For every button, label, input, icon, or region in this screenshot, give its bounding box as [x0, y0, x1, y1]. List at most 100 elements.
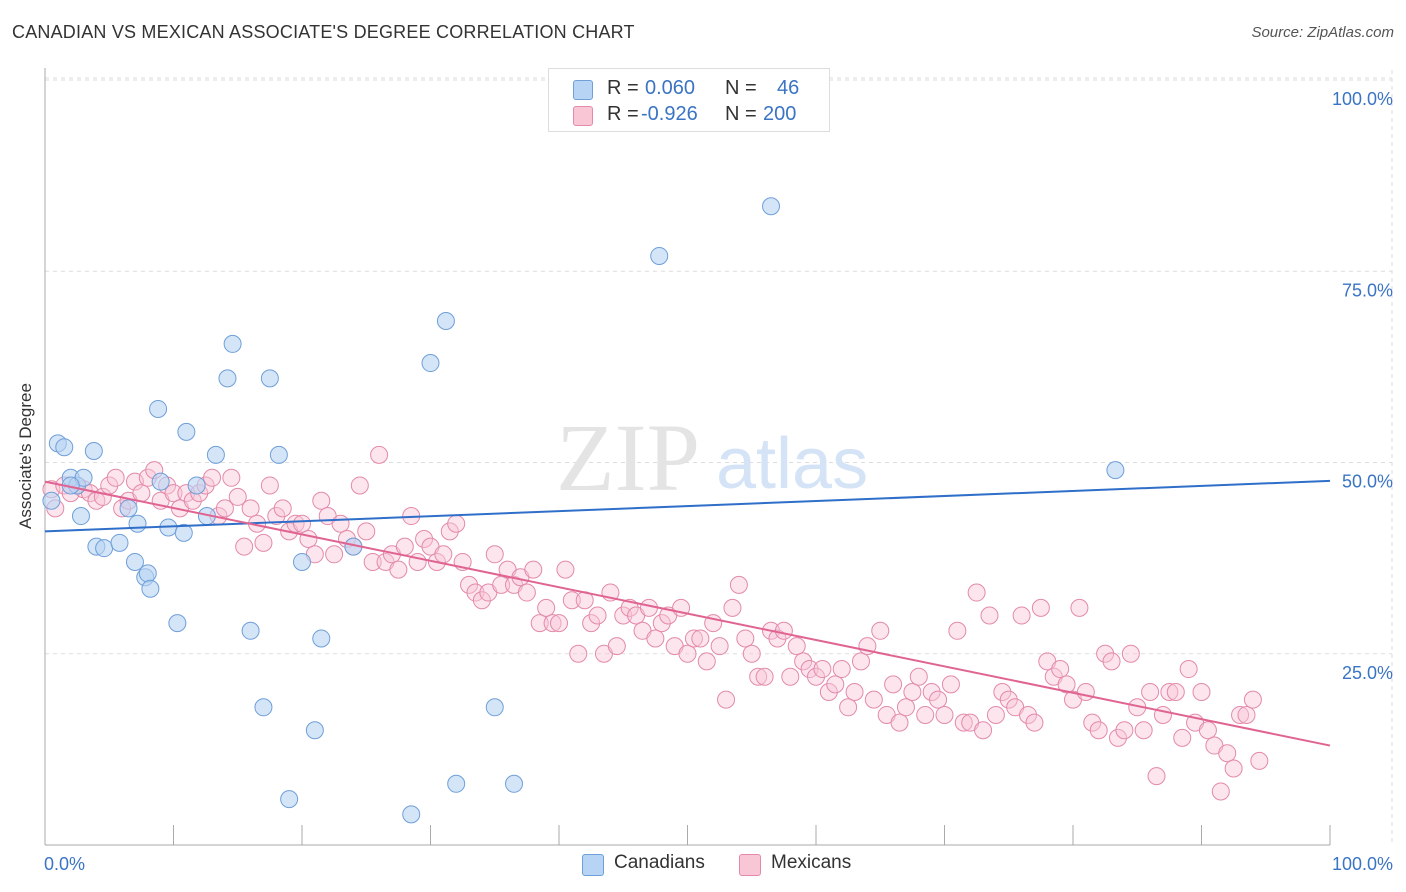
canadian-point	[260, 369, 279, 388]
mexican-point	[813, 660, 832, 679]
mexican-point	[826, 675, 845, 694]
mexican-point	[941, 675, 960, 694]
mexican-point	[884, 675, 903, 694]
canadian-point	[174, 523, 193, 542]
mexican-point	[819, 683, 838, 701]
mexican-point	[241, 499, 260, 518]
mexican-point	[447, 514, 466, 533]
canadian-point	[149, 399, 168, 418]
mexican-point	[350, 476, 369, 495]
mexican-point	[851, 652, 870, 671]
canadian-point	[436, 311, 455, 330]
r-label: R =	[607, 103, 639, 125]
mexican-point	[749, 667, 768, 686]
mexicans-r-value: -0.926	[641, 103, 698, 125]
mexican-point	[1147, 767, 1166, 786]
mexican-point	[1057, 675, 1076, 694]
mexican-point	[729, 575, 748, 594]
source-label: Source: ZipAtlas.com	[1251, 24, 1394, 41]
mexican-point	[299, 530, 318, 548]
canadian-point	[447, 774, 466, 793]
tick-labels: 25.0% 50.0% 75.0% 100.0% 0.0% 100.0%	[44, 89, 1393, 874]
canadian-point	[485, 698, 504, 717]
mexican-point	[293, 514, 311, 533]
canadian-point	[402, 805, 421, 824]
mexican-point	[646, 629, 665, 648]
mexican-point	[235, 537, 254, 556]
mexican-point	[652, 614, 671, 633]
canadian-point	[119, 499, 138, 518]
mexican-point	[1012, 606, 1031, 625]
grid-lines	[45, 70, 1393, 845]
mexican-point	[832, 660, 851, 679]
mexican-point	[1031, 598, 1050, 617]
canadian-point	[254, 698, 273, 717]
mexican-point	[260, 476, 279, 495]
canadian-point	[269, 445, 288, 464]
stats-legend: R = 0.060 N = 46 R = -0.926 N = 200	[548, 68, 830, 132]
mexican-point	[710, 637, 729, 656]
canadian-point	[168, 614, 187, 633]
y-tick-label: 50.0%	[1342, 472, 1393, 492]
mexican-point	[582, 614, 601, 633]
mexican-point	[1224, 759, 1243, 778]
mexican-point	[1198, 721, 1217, 740]
canadian-point	[187, 476, 206, 495]
n-label: N =	[725, 103, 757, 125]
y-tick-label: 75.0%	[1342, 280, 1393, 300]
mexican-point	[916, 705, 935, 724]
mexican-point	[1173, 728, 1192, 747]
mexican-point	[787, 637, 806, 656]
canadian-point	[84, 442, 103, 461]
mexican-point	[363, 552, 382, 571]
canadian-point	[110, 533, 129, 552]
mexican-point	[974, 721, 993, 740]
canadian-point	[241, 621, 260, 640]
canadian-point	[206, 445, 225, 464]
mexican-point	[254, 533, 273, 552]
mexicans-legend-label: Mexicans	[771, 852, 852, 873]
mexican-point	[954, 713, 973, 732]
mexican-point	[569, 644, 588, 663]
canadians-trend-line	[44, 479, 1331, 533]
mexican-point	[132, 484, 151, 503]
mexican-point	[524, 560, 543, 579]
canadians-n-value: 46	[777, 77, 800, 99]
mexican-point	[678, 644, 697, 663]
mexican-point	[839, 698, 858, 717]
mexican-point	[222, 468, 241, 487]
mexican-point	[929, 690, 948, 709]
canadian-point	[71, 507, 90, 526]
mexican-point	[1250, 751, 1269, 770]
mexican-point	[1096, 644, 1115, 663]
canadians-legend-swatch	[582, 854, 604, 876]
mexican-point	[543, 614, 562, 633]
mexican-point	[485, 545, 504, 564]
mexican-point	[1192, 683, 1211, 701]
mexicans-trend-line	[44, 480, 1331, 747]
canadians-points	[42, 197, 1125, 824]
mexican-point	[768, 629, 787, 648]
mexican-point	[440, 522, 459, 541]
mexican-point	[691, 629, 710, 648]
canadian-point	[223, 334, 242, 353]
mexican-point	[1237, 705, 1256, 724]
canadian-point	[125, 552, 144, 571]
canadian-point	[505, 774, 524, 793]
canadian-point	[42, 491, 61, 510]
mexican-point	[517, 583, 536, 602]
canadian-point	[138, 564, 157, 583]
canadian-point	[128, 514, 147, 533]
mexican-point	[434, 545, 453, 564]
axes	[44, 68, 1331, 846]
mexican-point	[1070, 598, 1089, 617]
mexican-point	[871, 621, 890, 640]
mexican-point	[1121, 644, 1140, 663]
canadian-point	[421, 354, 440, 373]
mexican-point	[697, 652, 716, 671]
mexican-point	[742, 644, 761, 663]
mexican-point	[1179, 660, 1198, 679]
mexican-point	[1025, 713, 1044, 732]
canadian-point	[1106, 461, 1125, 480]
canadian-point	[141, 579, 160, 598]
